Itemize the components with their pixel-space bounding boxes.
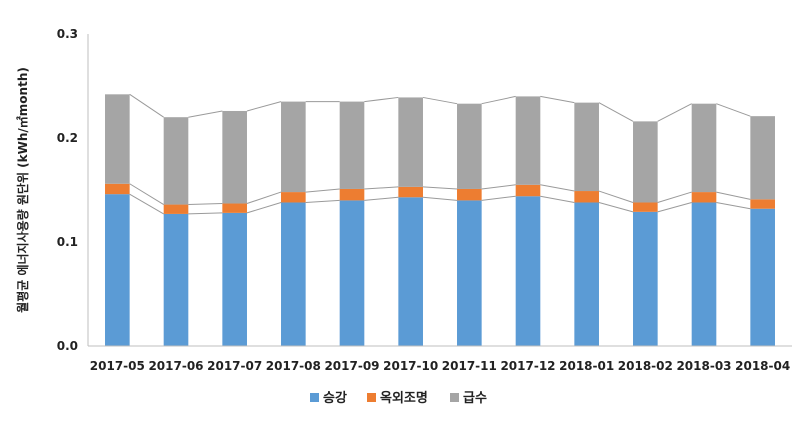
bar-3-2017-08 — [281, 101, 306, 193]
series-line-3-8 — [598, 102, 634, 122]
bar-3-2017-12 — [515, 96, 541, 185]
bar-3-2017-09 — [339, 101, 365, 189]
series-line-1-2 — [246, 202, 282, 214]
legend-swatch-3 — [450, 393, 459, 402]
series-line-2-1 — [188, 203, 223, 206]
legend: 승강 옥외조명 급수 — [310, 390, 487, 406]
series-line-2-9 — [657, 191, 692, 203]
series-line-2-0 — [129, 183, 164, 205]
bar-2-2018-02 — [633, 202, 658, 212]
y-tick-label: 0.1 — [57, 235, 78, 249]
bar-1-2017-09 — [339, 200, 365, 346]
series-line-2-10 — [716, 191, 751, 200]
bar-2-2017-05 — [105, 183, 130, 195]
bar-1-2017-06 — [163, 213, 189, 346]
bar-3-2018-03 — [691, 103, 717, 193]
series-line-1-5 — [422, 196, 458, 201]
series-line-2-5 — [422, 186, 458, 190]
bar-1-2017-08 — [281, 202, 306, 346]
bar-2-2017-07 — [222, 203, 247, 213]
bar-2-2018-04 — [750, 199, 775, 209]
bar-1-2018-02 — [633, 211, 658, 346]
axes-group: 0.0 0.1 0.2 0.3 2017-05 2017-06 2017-07 2017-08… — [57, 27, 792, 373]
bar-1-2018-04 — [750, 208, 775, 346]
bar-2-2017-09 — [339, 188, 365, 201]
x-tick-label: 2017-09 — [324, 359, 379, 373]
bar-2-2018-03 — [691, 192, 717, 203]
series-line-2-8 — [598, 190, 634, 203]
bar-3-2017-11 — [457, 103, 482, 189]
bar-3-2017-06 — [163, 117, 189, 205]
bar-2-2017-11 — [457, 188, 482, 201]
series-line-2-3 — [305, 188, 340, 193]
y-tick-label: 0.3 — [57, 27, 78, 41]
series-line-2-6 — [481, 184, 516, 190]
series-line-1-4 — [364, 196, 399, 201]
bar-3-2017-07 — [222, 110, 247, 204]
bar-1-2017-12 — [515, 196, 541, 346]
legend-swatch-2 — [367, 393, 376, 402]
x-tick-label: 2017-10 — [383, 359, 438, 373]
bar-1-2018-01 — [574, 202, 599, 346]
bar-2-2017-12 — [515, 184, 541, 197]
series-line-3-5 — [422, 96, 458, 105]
y-tick-label: 0.2 — [57, 131, 78, 145]
series-line-3-6 — [481, 95, 516, 105]
x-tick-label: 2017-07 — [207, 359, 262, 373]
legend-swatch-1 — [310, 393, 319, 402]
x-tick-label: 2018-04 — [735, 359, 790, 373]
bar-1-2017-10 — [398, 197, 423, 346]
legend-label-1: 승강 — [323, 390, 347, 406]
bar-1-2017-05 — [105, 194, 130, 346]
x-tick-label: 2017-06 — [148, 359, 203, 373]
series-line-2-4 — [364, 186, 399, 190]
x-tick-label: 2018-02 — [618, 359, 673, 373]
x-tick-label: 2018-03 — [676, 359, 731, 373]
series-line-3-1 — [188, 110, 223, 118]
legend-label-2: 옥외조명 — [380, 390, 428, 406]
series-line-2-7 — [540, 184, 575, 192]
x-tick-label: 2018-01 — [559, 359, 614, 373]
series-line-1-10 — [716, 201, 751, 210]
series-line-3-2 — [246, 101, 282, 112]
x-tick-label: 2017-08 — [266, 359, 321, 373]
series-lines-group — [129, 93, 751, 215]
series-line-3-10 — [716, 103, 751, 117]
series-line-3-7 — [540, 95, 575, 104]
bars-group — [105, 94, 775, 346]
bar-1-2017-11 — [457, 200, 482, 346]
series-line-3-0 — [129, 93, 164, 118]
bar-3-2017-05 — [105, 94, 130, 184]
x-tick-label: 2017-11 — [442, 359, 497, 373]
bar-1-2017-07 — [222, 212, 247, 346]
series-line-1-9 — [657, 201, 692, 213]
bar-3-2018-02 — [633, 121, 658, 203]
x-tick-label: 2017-05 — [90, 359, 145, 373]
series-line-1-0 — [129, 193, 164, 215]
bar-3-2017-10 — [398, 97, 423, 187]
series-line-1-3 — [305, 199, 340, 203]
series-line-3-9 — [657, 103, 692, 122]
y-axis-title: 월평균 에너지사용량 원단위 (kWh/㎡month) — [15, 67, 30, 313]
bar-2-2017-10 — [398, 186, 423, 198]
x-tick-label: 2017-12 — [500, 359, 555, 373]
bar-3-2018-01 — [574, 102, 599, 192]
bar-1-2018-03 — [691, 202, 717, 346]
series-line-3-4 — [364, 96, 399, 103]
bar-2-2017-08 — [281, 192, 306, 203]
series-line-1-8 — [598, 201, 634, 213]
bar-2-2017-06 — [163, 204, 189, 214]
y-tick-label: 0.0 — [57, 339, 78, 353]
series-line-1-1 — [188, 212, 223, 215]
bar-3-2018-04 — [750, 116, 775, 200]
legend-label-3: 급수 — [463, 391, 487, 406]
bar-2-2018-01 — [574, 191, 599, 203]
series-line-1-6 — [481, 195, 516, 201]
series-line-2-2 — [246, 191, 282, 204]
series-line-1-7 — [540, 195, 575, 203]
